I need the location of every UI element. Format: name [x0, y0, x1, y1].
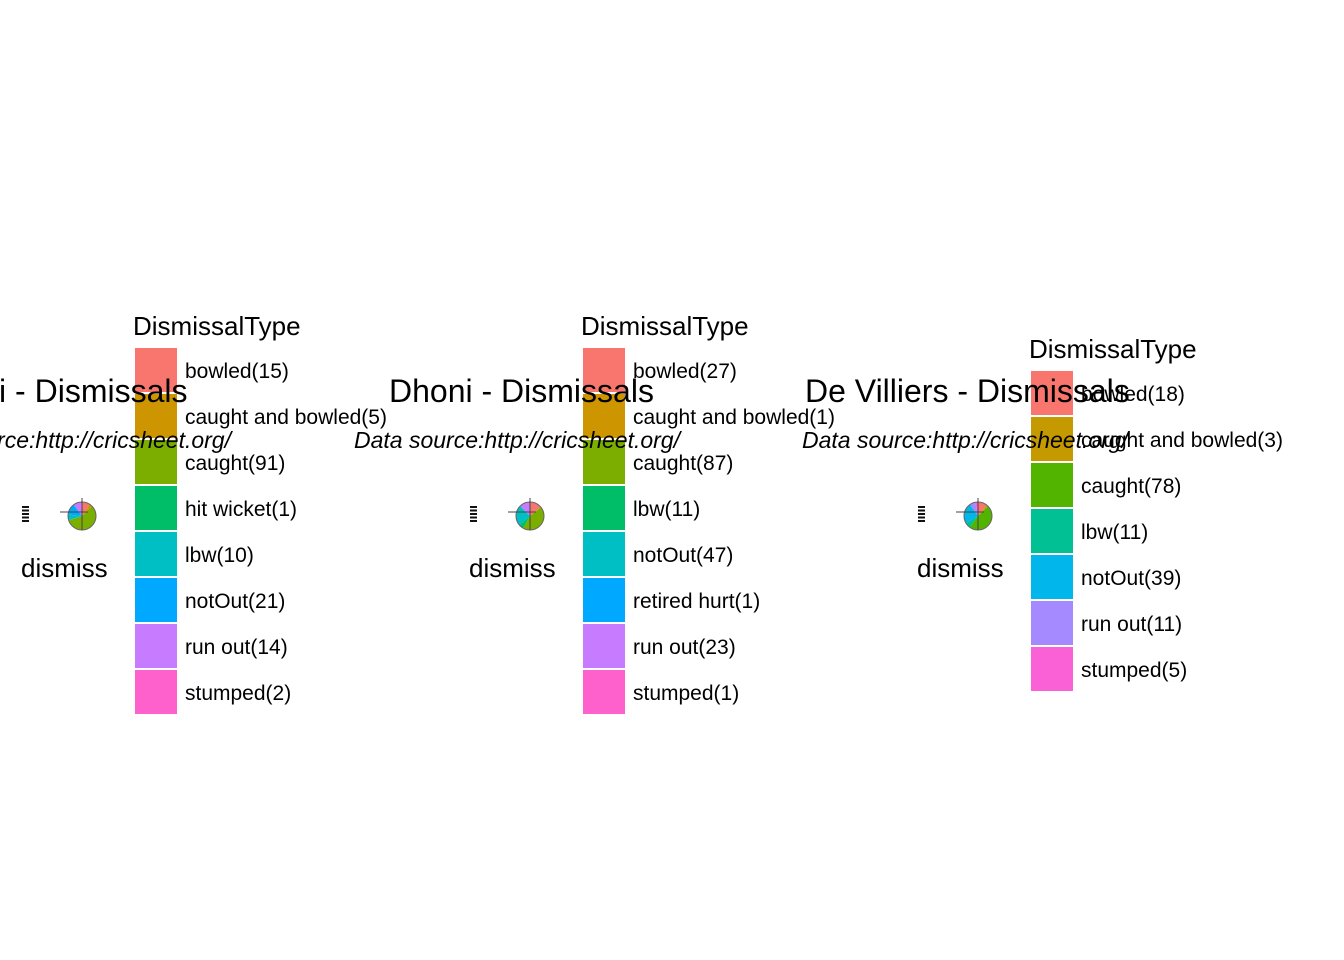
legend-label: stumped(1)	[633, 682, 739, 705]
axis-tick	[22, 516, 29, 519]
legend-label: notOut(21)	[185, 590, 285, 613]
legend-key	[135, 578, 177, 622]
axis-label: dismiss	[469, 553, 556, 583]
legend-label: caught and bowled(5)	[185, 406, 387, 429]
legend-key	[1031, 371, 1073, 415]
legend-key	[1031, 417, 1073, 461]
axis-tick	[22, 520, 29, 522]
legend-key	[583, 394, 625, 438]
legend-key	[1031, 509, 1073, 553]
legend-key	[135, 532, 177, 576]
chart-title: Dhoni - Dismissals	[389, 373, 654, 409]
axis-tick	[470, 520, 477, 522]
chart-title: De Villiers - Dismissals	[805, 373, 1130, 409]
axis-tick	[22, 509, 29, 512]
axis-label: dismiss	[917, 553, 1004, 583]
panel-2: DismissalType bowled(27) caught and bowled…	[354, 311, 835, 714]
legend-key	[583, 486, 625, 530]
pie-slice	[519, 516, 530, 529]
legend-label: caught(78)	[1081, 475, 1181, 498]
chart-subtitle: Data source:http://cricsheet.org/	[0, 427, 234, 453]
legend-title: DismissalType	[1029, 334, 1197, 364]
chart-title: Kohli - Dismissals	[0, 373, 187, 409]
legend-label: run out(11)	[1081, 613, 1182, 636]
pie-slice	[978, 505, 989, 516]
pie-slice	[516, 506, 530, 526]
legend-label: bowled(27)	[633, 360, 737, 383]
legend-label: stumped(5)	[1081, 659, 1187, 682]
legend-label: caught(91)	[185, 452, 285, 475]
axis-tick	[918, 506, 925, 508]
chart-subtitle: Data source:http://cricsheet.org/	[802, 427, 1131, 453]
legend-key	[583, 532, 625, 576]
pie-slice	[964, 504, 978, 523]
axis-tick	[918, 520, 925, 522]
legend-key	[1031, 647, 1073, 691]
legend-key	[583, 578, 625, 622]
legend-label: lbw(11)	[633, 498, 700, 521]
pie-slice	[969, 502, 978, 516]
pie-slice	[68, 516, 82, 521]
axis-label: dismiss	[21, 553, 108, 583]
legend-label: hit wicket(1)	[185, 498, 297, 521]
axis-tick	[470, 506, 477, 508]
chart-subtitle: Data source:http://cricsheet.org/	[354, 427, 683, 453]
pie-slice	[523, 507, 544, 530]
legend-label: bowled(15)	[185, 360, 289, 383]
axis-tick	[22, 513, 29, 515]
pie-slice	[530, 506, 541, 516]
legend-label: notOut(39)	[1081, 567, 1181, 590]
legend-key	[583, 348, 625, 392]
legend-label: run out(14)	[185, 636, 288, 659]
legend-key	[135, 394, 177, 438]
legend-label: caught(87)	[633, 452, 733, 475]
legend-label: lbw(11)	[1081, 521, 1148, 544]
legend-title: DismissalType	[133, 311, 301, 341]
legend-title: DismissalType	[581, 311, 749, 341]
legend-key	[135, 486, 177, 530]
legend-key	[135, 348, 177, 392]
axis-tick	[22, 506, 29, 508]
legend-key	[1031, 463, 1073, 507]
legend-key	[1031, 601, 1073, 645]
legend-label: retired hurt(1)	[633, 590, 760, 613]
axis-tick	[918, 509, 925, 512]
legend-label: run out(23)	[633, 636, 736, 659]
legend-label: notOut(47)	[633, 544, 733, 567]
pie-slice	[965, 516, 978, 528]
legend-label: caught and bowled(3)	[1081, 429, 1283, 452]
axis-tick	[918, 516, 925, 519]
legend-key	[583, 670, 625, 714]
pie-slice	[520, 502, 530, 516]
axis-tick	[470, 516, 477, 519]
pie-slice	[82, 504, 92, 516]
legend-key	[135, 624, 177, 668]
legend-label: stumped(2)	[185, 682, 291, 705]
legend-key	[135, 670, 177, 714]
legend-key	[583, 440, 625, 484]
legend-key	[1031, 555, 1073, 599]
pie-slice	[520, 505, 530, 516]
axis-tick	[470, 509, 477, 512]
pie-slice	[68, 504, 82, 516]
pie-slice	[68, 514, 82, 520]
pie-slice	[73, 502, 82, 516]
axis-tick	[918, 513, 925, 515]
panel-1: DismissalType bowled(15) caught and bowled…	[0, 311, 387, 714]
legend-label: caught and bowled(1)	[633, 406, 835, 429]
legend-key	[583, 624, 625, 668]
panel-3: DismissalType bowled(18) caught and bowled…	[802, 334, 1283, 691]
pie-slice	[969, 506, 993, 530]
legend-key	[135, 440, 177, 484]
legend-label: lbw(10)	[185, 544, 254, 567]
axis-tick	[470, 513, 477, 515]
legend-label: bowled(18)	[1081, 383, 1185, 406]
